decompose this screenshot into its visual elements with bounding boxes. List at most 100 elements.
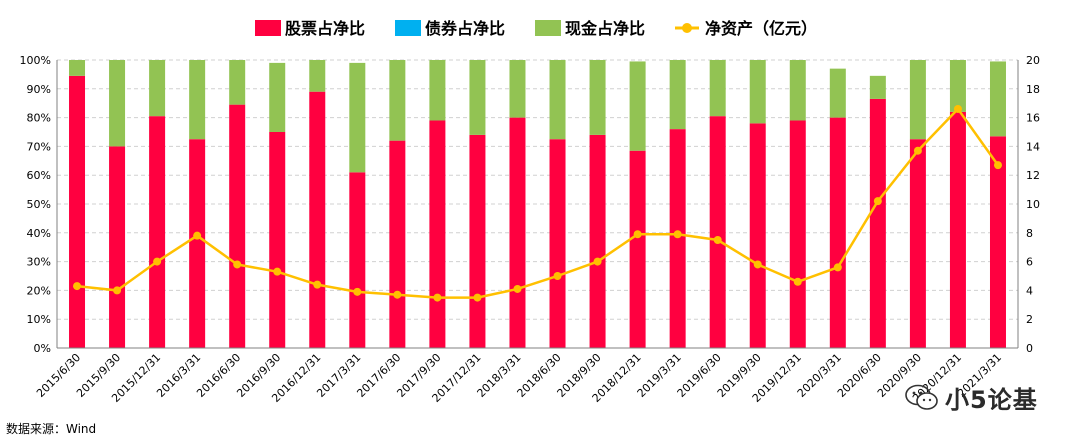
legend-label: 股票占净比 bbox=[285, 19, 365, 38]
bar-cash bbox=[949, 60, 966, 112]
right-tick-label: 10 bbox=[1026, 198, 1040, 211]
legend-label: 债券占净比 bbox=[425, 19, 505, 38]
bar-cash bbox=[349, 62, 366, 173]
bar-cash bbox=[629, 61, 646, 151]
left-tick-label: 30% bbox=[27, 256, 51, 269]
legend-label: 净资产（亿元） bbox=[705, 19, 817, 38]
bar-stock bbox=[869, 98, 886, 348]
bar-stock bbox=[709, 116, 726, 348]
net-assets-point bbox=[513, 284, 522, 293]
right-tick-label: 14 bbox=[1026, 140, 1040, 153]
legend-swatch bbox=[255, 20, 281, 36]
wechat-icon bbox=[905, 384, 938, 410]
bar-stock bbox=[589, 134, 606, 348]
bar-cash bbox=[549, 60, 566, 140]
net-assets-point bbox=[913, 146, 922, 155]
bar-cash bbox=[269, 62, 286, 132]
bar-cash bbox=[989, 61, 1006, 137]
net-assets-point bbox=[553, 272, 562, 280]
net-assets-point bbox=[953, 104, 962, 113]
right-tick-label: 2 bbox=[1026, 313, 1033, 326]
net-assets-point bbox=[193, 231, 202, 240]
bar-stock bbox=[829, 117, 846, 348]
watermark: 小5论基 bbox=[905, 380, 1038, 415]
left-tick-label: 20% bbox=[27, 284, 51, 297]
bar-stock bbox=[69, 75, 86, 348]
bar-cash bbox=[429, 60, 446, 121]
net-assets-point bbox=[673, 230, 682, 239]
axes: 0% 10% 20% 30% 40% 50% 60% 70% 80% 90% 100% 0 2 4 6 8 10… bbox=[20, 54, 1040, 405]
left-tick-label: 40% bbox=[27, 227, 51, 240]
bar-stock bbox=[629, 150, 646, 348]
bar-cash bbox=[509, 60, 526, 118]
right-tick-label: 16 bbox=[1026, 112, 1040, 125]
left-tick-label: 80% bbox=[27, 112, 51, 125]
net-assets-point bbox=[73, 282, 82, 291]
net-assets-point bbox=[993, 161, 1002, 170]
left-tick-label: 10% bbox=[27, 313, 51, 326]
net-assets-point bbox=[233, 260, 242, 269]
bar-stock bbox=[749, 123, 766, 348]
net-assets-point bbox=[273, 267, 282, 276]
net-assets-point bbox=[793, 277, 802, 286]
bar-cash bbox=[389, 60, 406, 141]
left-tick-label: 0% bbox=[34, 342, 51, 355]
bar-cash bbox=[789, 60, 806, 121]
right-tick-label: 12 bbox=[1026, 169, 1040, 182]
legend: 股票占净比 债券占净比 现金占净比 净资产（亿元） bbox=[255, 19, 817, 38]
bar-cash bbox=[749, 60, 766, 124]
watermark-text: 小5论基 bbox=[945, 386, 1038, 414]
bar-stock bbox=[949, 111, 966, 348]
net-assets-point bbox=[753, 260, 762, 269]
right-tick-label: 6 bbox=[1026, 256, 1033, 269]
bar-cash bbox=[229, 60, 246, 105]
bar-cash bbox=[829, 68, 846, 118]
bar-stock bbox=[509, 117, 526, 348]
line-layer bbox=[73, 104, 1002, 302]
net-assets-line bbox=[76, 107, 999, 299]
bar-stock bbox=[909, 139, 926, 348]
bar-stock bbox=[389, 140, 406, 348]
net-assets-point bbox=[713, 236, 722, 244]
bar-stock bbox=[309, 91, 326, 349]
bar-stock bbox=[549, 139, 566, 348]
bar-stock bbox=[109, 146, 126, 348]
legend-swatch bbox=[535, 20, 561, 36]
bar-cash bbox=[669, 60, 686, 130]
net-assets-point bbox=[473, 293, 482, 302]
bar-stock bbox=[349, 172, 366, 348]
left-tick-label: 70% bbox=[27, 140, 51, 153]
bar-stock bbox=[229, 104, 246, 348]
bar-stock bbox=[469, 134, 486, 348]
net-assets-point bbox=[633, 230, 642, 239]
net-assets-point bbox=[833, 263, 842, 272]
right-tick-label: 0 bbox=[1026, 342, 1033, 355]
bar-stock bbox=[149, 116, 166, 348]
legend-label: 现金占净比 bbox=[565, 19, 645, 38]
net-assets-point bbox=[593, 257, 602, 266]
net-assets-point bbox=[153, 257, 162, 266]
bar-stock bbox=[989, 136, 1006, 348]
right-tick-label: 18 bbox=[1026, 83, 1040, 96]
left-tick-label: 90% bbox=[27, 83, 51, 96]
bar-stock bbox=[429, 120, 446, 348]
bar-cash bbox=[469, 60, 486, 135]
net-assets-point bbox=[353, 287, 362, 296]
net-assets-point bbox=[393, 290, 402, 299]
source-note: 数据来源：Wind bbox=[6, 422, 97, 436]
left-tick-label: 50% bbox=[27, 198, 51, 211]
right-tick-label: 20 bbox=[1026, 54, 1040, 67]
bar-cash bbox=[589, 60, 606, 135]
bar-stock bbox=[269, 132, 286, 348]
net-assets-point bbox=[433, 293, 442, 302]
bar-cash bbox=[149, 60, 166, 117]
net-assets-point bbox=[113, 286, 122, 295]
left-tick-label: 100% bbox=[20, 54, 51, 67]
bar-stock bbox=[789, 120, 806, 348]
left-tick-label: 60% bbox=[27, 169, 51, 182]
legend-swatch bbox=[395, 20, 421, 36]
bar-cash bbox=[189, 60, 206, 140]
right-tick-label: 8 bbox=[1026, 227, 1033, 240]
bar-cash bbox=[309, 60, 326, 92]
